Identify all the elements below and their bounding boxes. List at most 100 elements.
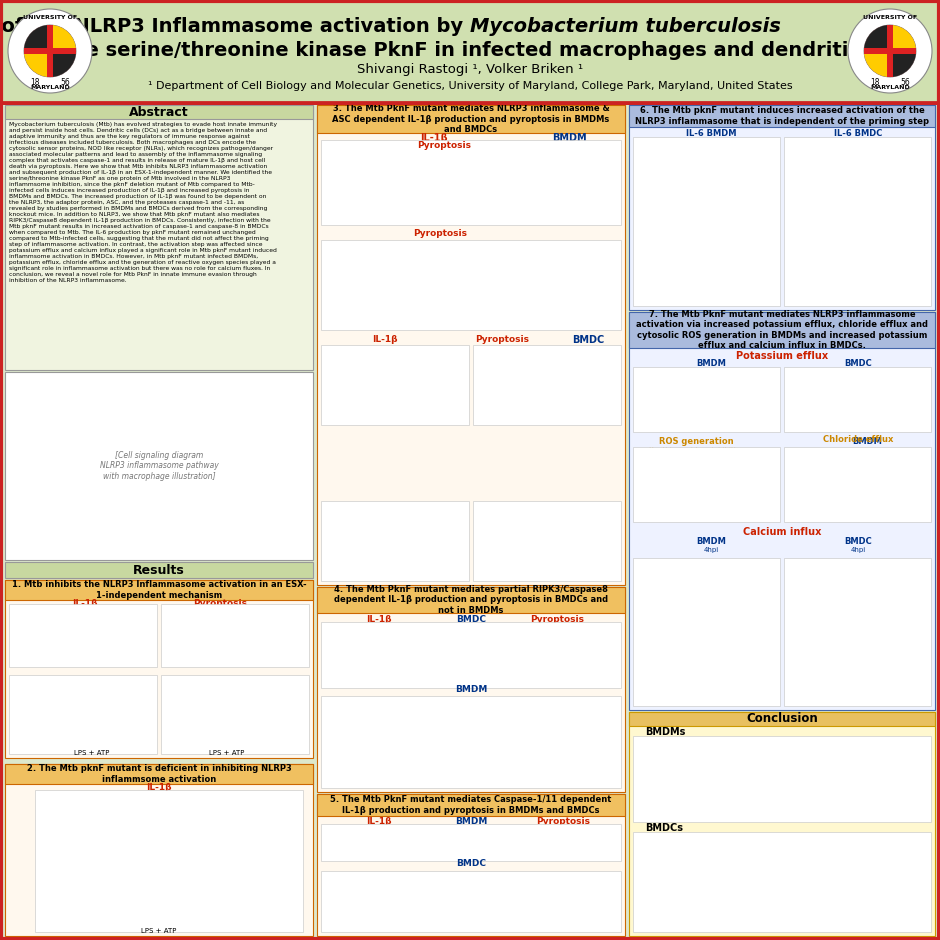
Bar: [473, 501, 621, 581]
Bar: [5, 764, 313, 784]
Bar: [784, 367, 931, 432]
Text: Mycobacterium tuberculosis: Mycobacterium tuberculosis: [470, 17, 781, 36]
Text: Pyroptosis: Pyroptosis: [417, 140, 471, 149]
Text: 2. The Mtb pknF mutant is deficient in inhibiting NLRP3
inflammsome activation: 2. The Mtb pknF mutant is deficient in i…: [26, 764, 291, 784]
Text: ROS generation: ROS generation: [659, 437, 733, 446]
Text: [Cell signaling diagram
NLRP3 inflammasome pathway
with macrophage illustration]: [Cell signaling diagram NLRP3 inflammaso…: [100, 451, 218, 481]
Text: Pyroptosis: Pyroptosis: [530, 615, 585, 623]
Circle shape: [8, 9, 92, 93]
Text: UNIVERSITY OF: UNIVERSITY OF: [863, 15, 917, 20]
Bar: [321, 240, 621, 330]
Text: IL-6 BMDM: IL-6 BMDM: [686, 129, 737, 137]
Wedge shape: [50, 25, 76, 51]
Text: 7. The Mtb PknF mutant mediates NLRP3 inflammasome
activation via increased pota: 7. The Mtb PknF mutant mediates NLRP3 in…: [636, 310, 928, 350]
Text: IL-1β: IL-1β: [366, 615, 391, 623]
Circle shape: [24, 25, 76, 77]
Text: Pyroptosis: Pyroptosis: [414, 228, 467, 238]
Circle shape: [864, 25, 916, 77]
Text: LPS + ATP: LPS + ATP: [141, 928, 177, 934]
Bar: [317, 794, 625, 936]
Wedge shape: [24, 25, 50, 51]
Text: BMDC: BMDC: [456, 615, 486, 623]
Bar: [321, 345, 469, 425]
Text: BMDM: BMDM: [455, 685, 487, 695]
Bar: [161, 604, 309, 667]
Text: 4hpi: 4hpi: [704, 547, 719, 553]
Text: LPS + ATP: LPS + ATP: [209, 750, 244, 756]
Text: Pyroptosis: Pyroptosis: [537, 818, 590, 826]
Bar: [35, 790, 303, 932]
Text: BMDC: BMDC: [845, 359, 872, 368]
Bar: [887, 25, 892, 77]
Text: Xanthine oxidase inhibition: Xanthine oxidase inhibition: [649, 447, 744, 453]
Bar: [633, 832, 931, 932]
Text: 6. The Mtb pknF mutant induces increased activation of the
NLRP3 inflammasome th: 6. The Mtb pknF mutant induces increased…: [635, 106, 929, 126]
Wedge shape: [24, 51, 50, 77]
Bar: [5, 580, 313, 758]
Text: MARYLAND: MARYLAND: [870, 86, 910, 90]
Bar: [5, 562, 313, 578]
Bar: [784, 137, 931, 306]
Bar: [9, 675, 157, 754]
Text: Calcium influx: Calcium influx: [743, 527, 822, 537]
Text: Mycobacterium tuberculosis (Mtb) has evolved strategies to evade host innate imm: Mycobacterium tuberculosis (Mtb) has evo…: [9, 122, 277, 283]
Bar: [24, 49, 76, 54]
Text: 4. The Mtb PknF mutant mediates partial RIPK3/Caspase8
dependent IL-1β productio: 4. The Mtb PknF mutant mediates partial …: [334, 585, 608, 615]
Text: Chloride efflux: Chloride efflux: [823, 434, 894, 444]
Text: BMDMs: BMDMs: [645, 727, 685, 737]
Text: 3. The Mtb PknF mutant mediates NLRP3 inflammasome &
ASC dependent IL-1β product: 3. The Mtb PknF mutant mediates NLRP3 in…: [333, 104, 610, 133]
Text: BMDM: BMDM: [697, 359, 727, 368]
Bar: [629, 105, 935, 310]
Text: BMDC: BMDC: [456, 858, 486, 868]
Bar: [633, 736, 931, 822]
Bar: [5, 105, 313, 119]
Text: 18: 18: [870, 78, 879, 87]
Text: BMDM: BMDM: [697, 538, 727, 546]
Text: IL-1β: IL-1β: [366, 818, 391, 826]
Text: IL-1β: IL-1β: [420, 133, 447, 143]
Bar: [633, 447, 780, 522]
Text: Pyroptosis: Pyroptosis: [194, 600, 247, 608]
Bar: [864, 49, 916, 54]
Bar: [317, 587, 625, 613]
Text: 56: 56: [901, 78, 911, 87]
Text: BMDM: BMDM: [853, 437, 883, 446]
Wedge shape: [864, 25, 890, 51]
Wedge shape: [890, 25, 916, 51]
Text: BMDCs: BMDCs: [645, 823, 683, 833]
Bar: [317, 105, 625, 585]
Bar: [321, 140, 621, 225]
Text: Shivangi Rastogi ¹, Volker Briken ¹: Shivangi Rastogi ¹, Volker Briken ¹: [357, 64, 583, 76]
Bar: [0, 0, 940, 102]
Text: IL-6 BMDC: IL-6 BMDC: [835, 129, 883, 137]
Text: UNIVERSITY OF: UNIVERSITY OF: [23, 15, 77, 20]
Text: 5. The Mtb PknF mutant mediates Caspase-1/11 dependent
IL-1β production and pyro: 5. The Mtb PknF mutant mediates Caspase-…: [330, 795, 612, 815]
Text: IL-1β: IL-1β: [147, 784, 172, 792]
Bar: [321, 824, 621, 861]
Text: LPS + ATP: LPS + ATP: [73, 750, 109, 756]
Bar: [0, 102, 940, 105]
Bar: [629, 312, 935, 710]
Bar: [317, 587, 625, 792]
Text: Abstract: Abstract: [129, 105, 189, 118]
Wedge shape: [890, 51, 916, 77]
Bar: [321, 871, 621, 932]
Text: 4hpi: 4hpi: [851, 547, 866, 553]
Wedge shape: [864, 51, 890, 77]
Text: IL-1β: IL-1β: [372, 336, 398, 344]
Text: BMDC: BMDC: [572, 335, 604, 345]
Text: Conclusion: Conclusion: [746, 713, 818, 726]
Bar: [161, 675, 309, 754]
Bar: [629, 712, 935, 726]
Text: Potassium efflux: Potassium efflux: [736, 351, 828, 361]
Bar: [5, 580, 313, 600]
Text: BMDC: BMDC: [845, 538, 872, 546]
Bar: [317, 794, 625, 816]
Bar: [473, 345, 621, 425]
Bar: [5, 764, 313, 936]
Bar: [629, 105, 935, 127]
Text: 56: 56: [61, 78, 70, 87]
Bar: [633, 558, 780, 706]
Bar: [633, 367, 780, 432]
Text: Pyroptosis: Pyroptosis: [475, 336, 529, 344]
